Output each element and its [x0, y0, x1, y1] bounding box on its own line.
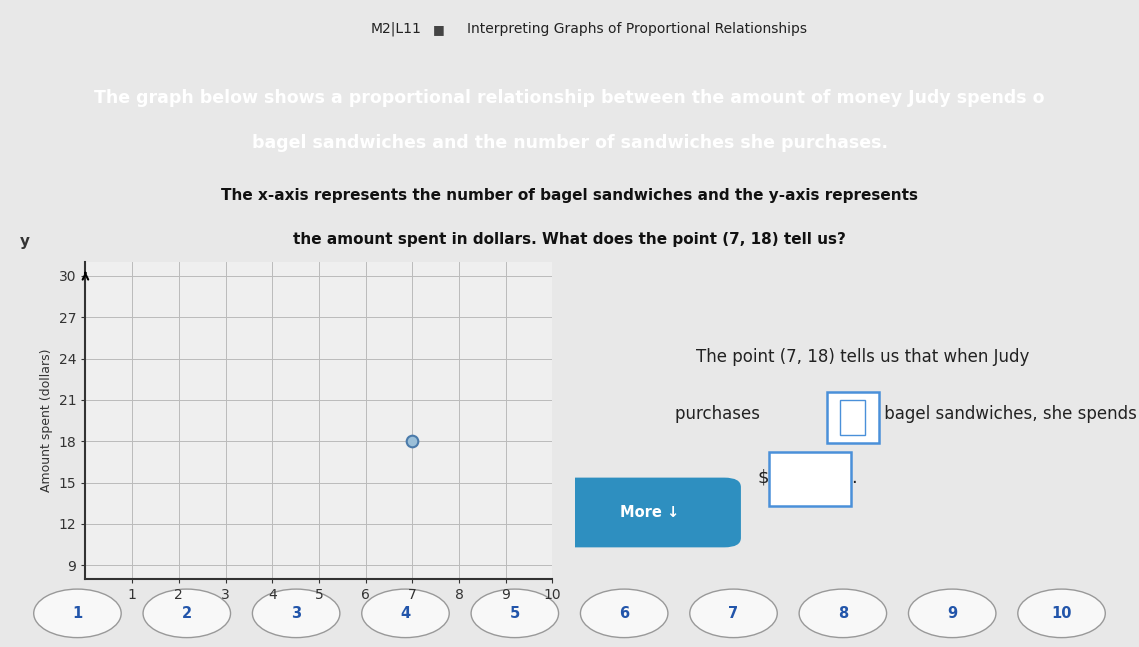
Text: 1: 1: [73, 606, 82, 621]
Ellipse shape: [362, 589, 449, 638]
FancyBboxPatch shape: [769, 452, 851, 506]
Text: bagel sandwiches and the number of sandwiches she purchases.: bagel sandwiches and the number of sandw…: [252, 134, 887, 152]
Y-axis label: Amount spent (dollars): Amount spent (dollars): [40, 349, 54, 492]
Ellipse shape: [690, 589, 777, 638]
Text: purchases: purchases: [674, 405, 765, 423]
Ellipse shape: [472, 589, 558, 638]
Text: 7: 7: [729, 606, 738, 621]
Text: 10: 10: [1051, 606, 1072, 621]
Text: 6: 6: [620, 606, 629, 621]
Ellipse shape: [581, 589, 667, 638]
Text: Interpreting Graphs of Proportional Relationships: Interpreting Graphs of Proportional Rela…: [467, 22, 808, 36]
Text: M2|L11: M2|L11: [370, 22, 421, 36]
Text: 5: 5: [510, 606, 519, 621]
Ellipse shape: [1018, 589, 1105, 638]
FancyBboxPatch shape: [558, 477, 740, 547]
Text: bagel sandwiches, she spends: bagel sandwiches, she spends: [879, 405, 1137, 423]
Text: The point (7, 18) tells us that when Judy: The point (7, 18) tells us that when Jud…: [696, 348, 1030, 366]
Ellipse shape: [253, 589, 339, 638]
Text: 3: 3: [292, 606, 301, 621]
Text: $: $: [757, 468, 769, 487]
Text: 8: 8: [838, 606, 847, 621]
Ellipse shape: [800, 589, 886, 638]
Point: [403, 436, 421, 446]
Text: 2: 2: [182, 606, 191, 621]
Text: .: .: [851, 468, 858, 487]
Ellipse shape: [144, 589, 230, 638]
Ellipse shape: [909, 589, 995, 638]
Text: More ↓: More ↓: [620, 505, 679, 520]
Text: y: y: [19, 234, 30, 249]
Text: the amount spent in dollars. What does the point (7, 18) tell us?: the amount spent in dollars. What does t…: [293, 232, 846, 247]
FancyBboxPatch shape: [841, 400, 866, 435]
Text: The x-axis represents the number of bagel sandwiches and the y-axis represents: The x-axis represents the number of bage…: [221, 188, 918, 203]
FancyBboxPatch shape: [827, 392, 879, 443]
Ellipse shape: [34, 589, 121, 638]
Text: 4: 4: [401, 606, 410, 621]
Text: 9: 9: [948, 606, 957, 621]
Text: The graph below shows a proportional relationship between the amount of money Ju: The graph below shows a proportional rel…: [95, 89, 1044, 107]
Text: ■: ■: [433, 23, 444, 36]
